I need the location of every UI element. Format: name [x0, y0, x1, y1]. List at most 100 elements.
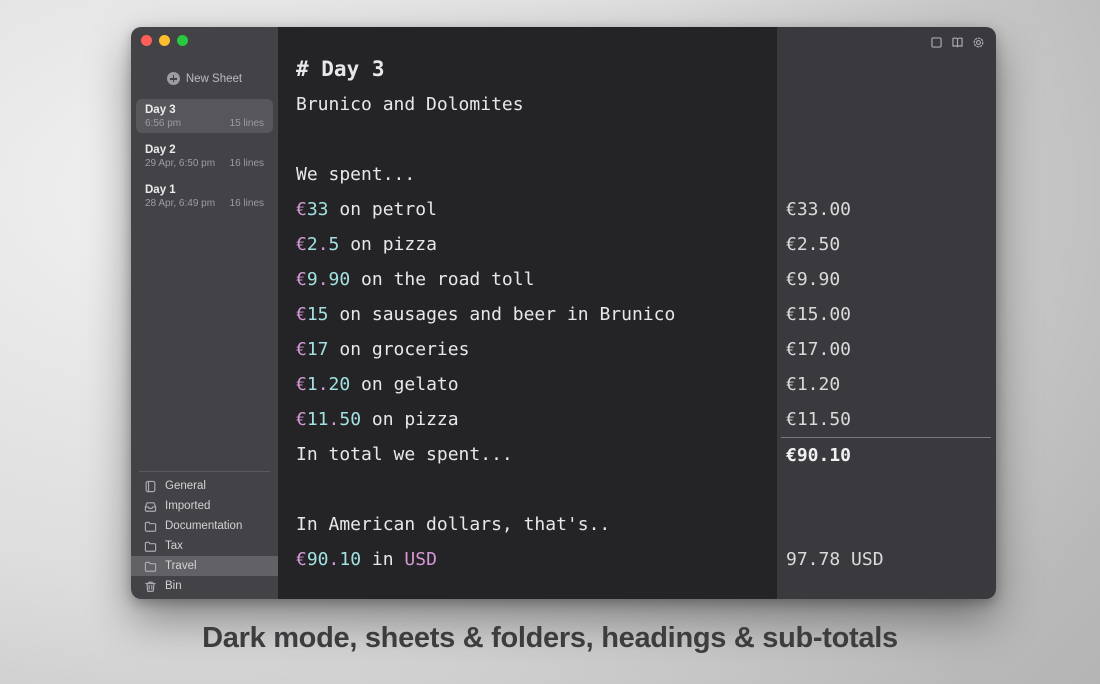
folder-item-bin[interactable]: Bin [131, 576, 278, 596]
editor-line[interactable]: We spent... [296, 157, 777, 192]
new-sheet-panel-icon[interactable] [930, 36, 943, 49]
sidebar-toggle-icon[interactable] [951, 36, 964, 49]
folder-item-travel[interactable]: Travel [131, 556, 278, 576]
editor-pane[interactable]: # Day 3 Brunico and Dolomites We spent... €… [278, 27, 777, 599]
number-token: 20 [328, 374, 351, 395]
editor-line[interactable]: In total we spent... [296, 437, 777, 472]
editor-line[interactable]: €15 on sausages and beer in Brunico [296, 297, 777, 332]
text-token: on groceries [328, 339, 470, 360]
number-token: 10 [339, 549, 362, 570]
folder-item-general[interactable]: General [131, 476, 278, 496]
result-empty-row [777, 52, 996, 87]
currency-token: € [296, 339, 307, 360]
currency-token: € [296, 374, 307, 395]
number-token: 5 [328, 234, 340, 255]
text-token: on pizza [339, 234, 437, 255]
sheet-title: Day 3 [145, 104, 176, 116]
folder-label: Bin [165, 580, 182, 592]
folder-icon [144, 540, 157, 553]
folder-item-tax[interactable]: Tax [131, 536, 278, 556]
text-token: In total we spent... [296, 444, 513, 465]
editor-line[interactable]: €2.5 on pizza [296, 227, 777, 262]
result-total-value[interactable]: €90.10 [781, 437, 991, 472]
editor-heading-line[interactable]: # Day 3 [296, 52, 777, 87]
number-token: 2 [306, 234, 318, 255]
sheet-meta: 29 Apr, 6:50 pm 16 lines [145, 157, 264, 170]
sheet-title: Day 2 [145, 144, 176, 156]
currency-token: € [296, 409, 307, 430]
currency-token: € [296, 549, 307, 570]
editor-line[interactable]: €1.20 on gelato [296, 367, 777, 402]
currency-token: € [296, 199, 307, 220]
sheet-item[interactable]: Day 1 28 Apr, 6:49 pm 16 lines [136, 179, 273, 213]
result-empty-row [777, 472, 996, 507]
folder-list: General Imported Documentation Tax Travel Bin [131, 476, 278, 596]
folder-icon [144, 520, 157, 533]
sheet-timestamp: 28 Apr, 6:49 pm [145, 198, 216, 209]
result-value[interactable]: €17.00 [786, 339, 852, 360]
editor-line[interactable]: In American dollars, that's.. [296, 507, 777, 542]
editor-line[interactable]: €9.90 on the road toll [296, 262, 777, 297]
text-token: on pizza [361, 409, 459, 430]
result-empty-row [777, 122, 996, 157]
number-token: 90 [306, 549, 329, 570]
currency-token: USD [404, 549, 437, 570]
text-token: In American dollars, that's.. [296, 514, 611, 535]
sheet-timestamp: 29 Apr, 6:50 pm [145, 158, 216, 169]
sheet-list: Day 3 6:56 pm 15 lines Day 2 29 Apr, 6:50 pm… [131, 99, 278, 219]
new-sheet-button[interactable]: New Sheet [131, 72, 278, 85]
result-empty-row [777, 87, 996, 122]
number-token: 33 [306, 199, 329, 220]
number-token: 15 [306, 304, 329, 325]
text-token: # Day 3 [296, 57, 385, 81]
sheet-item[interactable]: Day 3 6:56 pm 15 lines [136, 99, 273, 133]
result-value[interactable]: €15.00 [786, 304, 852, 325]
folder-label: Imported [165, 500, 211, 512]
editor-line[interactable]: €11.50 on pizza [296, 402, 777, 437]
number-token: 9 [306, 269, 318, 290]
folder-item-documentation[interactable]: Documentation [131, 516, 278, 536]
folder-divider [139, 471, 270, 472]
editor-line[interactable]: €17 on groceries [296, 332, 777, 367]
zoom-button[interactable] [177, 35, 188, 46]
number-token: 1 [306, 374, 318, 395]
editor-line[interactable]: €90.10 in USD [296, 542, 777, 577]
editor-line[interactable] [296, 472, 777, 507]
minimize-button[interactable] [159, 35, 170, 46]
result-value[interactable]: 97.78 USD [786, 549, 884, 570]
currency-token: € [296, 304, 307, 325]
folder-label: General [165, 480, 206, 492]
result-value[interactable]: €1.20 [786, 374, 841, 395]
result-empty-row [777, 507, 996, 542]
currency-token: . [328, 409, 340, 430]
close-button[interactable] [141, 35, 152, 46]
sheet-timestamp: 6:56 pm [145, 118, 182, 129]
results-pane: €33.00 €2.50 €9.90 €15.00 €17.00 €1.20 €11.50 €… [777, 27, 996, 599]
result-rows: €33.00 €2.50 €9.90 €15.00 €17.00 €1.20 €11.50 €… [777, 27, 996, 577]
result-value[interactable]: €2.50 [786, 234, 841, 255]
number-token: 11 [306, 409, 329, 430]
currency-token: . [317, 374, 329, 395]
window-controls [141, 35, 188, 46]
result-value[interactable]: €9.90 [786, 269, 841, 290]
editor-line[interactable] [296, 122, 777, 157]
number-token: 17 [306, 339, 329, 360]
sheet-meta: 6:56 pm 15 lines [145, 117, 264, 130]
result-value[interactable]: €11.50 [786, 409, 852, 430]
currency-token: € [296, 234, 307, 255]
folder-item-imported[interactable]: Imported [131, 496, 278, 516]
trash-icon [144, 580, 157, 593]
sheet-line-count: 15 lines [229, 118, 264, 129]
sheet-item[interactable]: Day 2 29 Apr, 6:50 pm 16 lines [136, 139, 273, 173]
caption: Dark mode, sheets & folders, headings & … [202, 622, 898, 654]
editor-line[interactable]: €33 on petrol [296, 192, 777, 227]
plus-circle-icon [166, 72, 180, 85]
folder-label: Travel [165, 560, 197, 572]
number-token: 50 [339, 409, 362, 430]
editor-line[interactable]: Brunico and Dolomites [296, 87, 777, 122]
settings-gear-icon[interactable] [972, 36, 985, 49]
window-toolbar [930, 36, 985, 49]
result-value[interactable]: €33.00 [786, 199, 852, 220]
text-token: We spent... [296, 164, 416, 185]
notebook-icon [144, 480, 157, 493]
